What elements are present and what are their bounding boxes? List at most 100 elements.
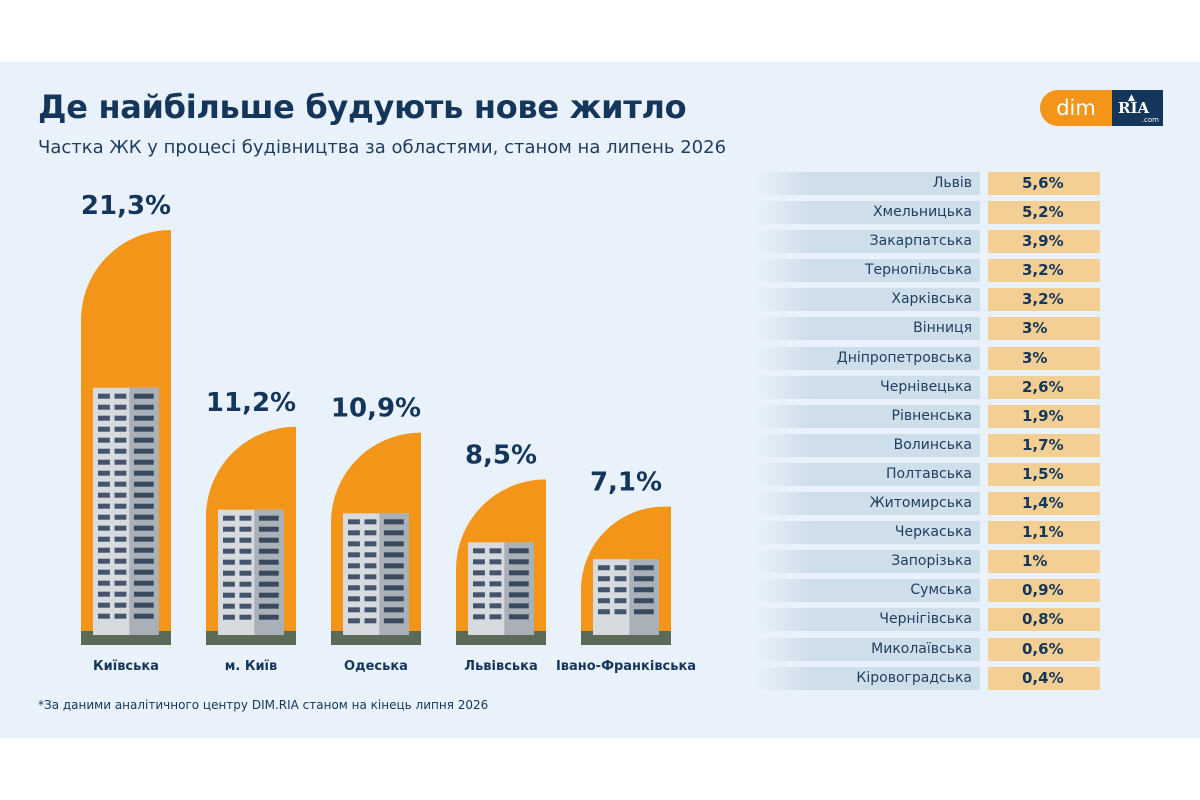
- window: [98, 613, 110, 619]
- region-name: Кіровоградська: [754, 666, 980, 690]
- bar-chart: 21,3% Київська 11,2% м. Київ 10,9% Одеська 8,5…: [81, 191, 696, 674]
- region-value: 1,4%: [988, 492, 1100, 516]
- window: [133, 558, 154, 564]
- window: [364, 574, 377, 580]
- window: [489, 548, 502, 554]
- window: [508, 559, 529, 565]
- region-name: Чернівецька: [754, 375, 980, 399]
- window: [489, 570, 502, 576]
- window: [633, 587, 654, 593]
- region-name: Закарпатська: [754, 230, 980, 254]
- window: [614, 587, 627, 593]
- table-row: Тернопільська 3,2%: [754, 259, 1100, 283]
- window: [364, 618, 377, 624]
- table-row: Хмельницька 5,2%: [754, 201, 1100, 225]
- window: [133, 426, 154, 432]
- window: [114, 602, 127, 608]
- window: [114, 525, 127, 531]
- window: [98, 569, 110, 575]
- bar-category-label: Одеська: [344, 659, 408, 674]
- window: [133, 580, 154, 586]
- table-row: Вінниця 3%: [754, 317, 1100, 341]
- window: [98, 525, 110, 531]
- window: [473, 548, 485, 554]
- window: [598, 587, 610, 593]
- window: [223, 559, 235, 565]
- window: [614, 598, 627, 604]
- window: [473, 581, 485, 587]
- region-value: 3%: [988, 346, 1100, 370]
- window: [508, 581, 529, 587]
- window: [114, 393, 127, 399]
- building-side: [504, 542, 534, 635]
- building-photo-icon: [206, 509, 296, 645]
- window: [239, 592, 252, 598]
- region-name: Хмельницька: [754, 201, 980, 225]
- window: [239, 581, 252, 587]
- dim-ria-logo[interactable]: dim ▲ RIA .com: [1040, 90, 1163, 126]
- region-name: Запорізька: [754, 550, 980, 574]
- window: [133, 437, 154, 443]
- building-side: [629, 559, 659, 635]
- bar-category-label: Львівська: [464, 659, 537, 674]
- region-value: 1,1%: [988, 521, 1100, 545]
- region-name: Харківська: [754, 288, 980, 312]
- region-value: 3,9%: [988, 230, 1100, 254]
- bar-group: 7,1% Івано-Франківська: [556, 468, 696, 674]
- window: [114, 415, 127, 421]
- window: [98, 448, 110, 454]
- window: [223, 592, 235, 598]
- region-name: Чернігівська: [754, 608, 980, 632]
- table-row: Закарпатська 3,9%: [754, 230, 1100, 254]
- building-photo-icon: [581, 559, 671, 645]
- window: [114, 580, 127, 586]
- table-row: Волинська 1,7%: [754, 433, 1100, 457]
- window: [508, 592, 529, 598]
- window: [239, 603, 252, 609]
- window: [98, 415, 110, 421]
- building-photo-icon: [81, 387, 171, 645]
- bar-category-label: Київська: [93, 659, 159, 674]
- region-name: Вінниця: [754, 317, 980, 341]
- window: [364, 596, 377, 602]
- window: [489, 581, 502, 587]
- window: [348, 585, 360, 591]
- window: [258, 592, 279, 598]
- footnote: *За даними аналітичного центру DIM.RIA с…: [38, 698, 489, 712]
- region-value: 0,8%: [988, 608, 1100, 632]
- window: [258, 515, 279, 521]
- window: [258, 526, 279, 532]
- building-photo-icon: [331, 513, 421, 645]
- window: [133, 448, 154, 454]
- window: [383, 585, 404, 591]
- region-name: Тернопільська: [754, 259, 980, 283]
- bar-category-label: Івано-Франківська: [556, 659, 696, 674]
- window: [489, 559, 502, 565]
- region-value: 1%: [988, 550, 1100, 574]
- window: [98, 492, 110, 498]
- window: [133, 613, 154, 619]
- page-subtitle: Частка ЖК у процесі будівництва за облас…: [38, 137, 727, 158]
- window: [364, 541, 377, 547]
- window: [614, 576, 627, 582]
- bar-value-label: 21,3%: [81, 191, 171, 221]
- window: [473, 559, 485, 565]
- window: [239, 614, 252, 620]
- window: [98, 393, 110, 399]
- window: [508, 614, 529, 620]
- window: [473, 614, 485, 620]
- window: [133, 525, 154, 531]
- window: [348, 519, 360, 525]
- window: [98, 481, 110, 487]
- table-row: Львів 5,6%: [754, 172, 1100, 195]
- bar-category-label: м. Київ: [225, 659, 278, 674]
- window: [133, 393, 154, 399]
- window: [239, 570, 252, 576]
- window: [223, 581, 235, 587]
- window: [223, 570, 235, 576]
- window: [364, 519, 377, 525]
- window: [133, 569, 154, 575]
- window: [383, 574, 404, 580]
- bar-group: 10,9% Одеська: [331, 394, 421, 674]
- page-title: Де найбільше будують нове житло: [38, 88, 687, 126]
